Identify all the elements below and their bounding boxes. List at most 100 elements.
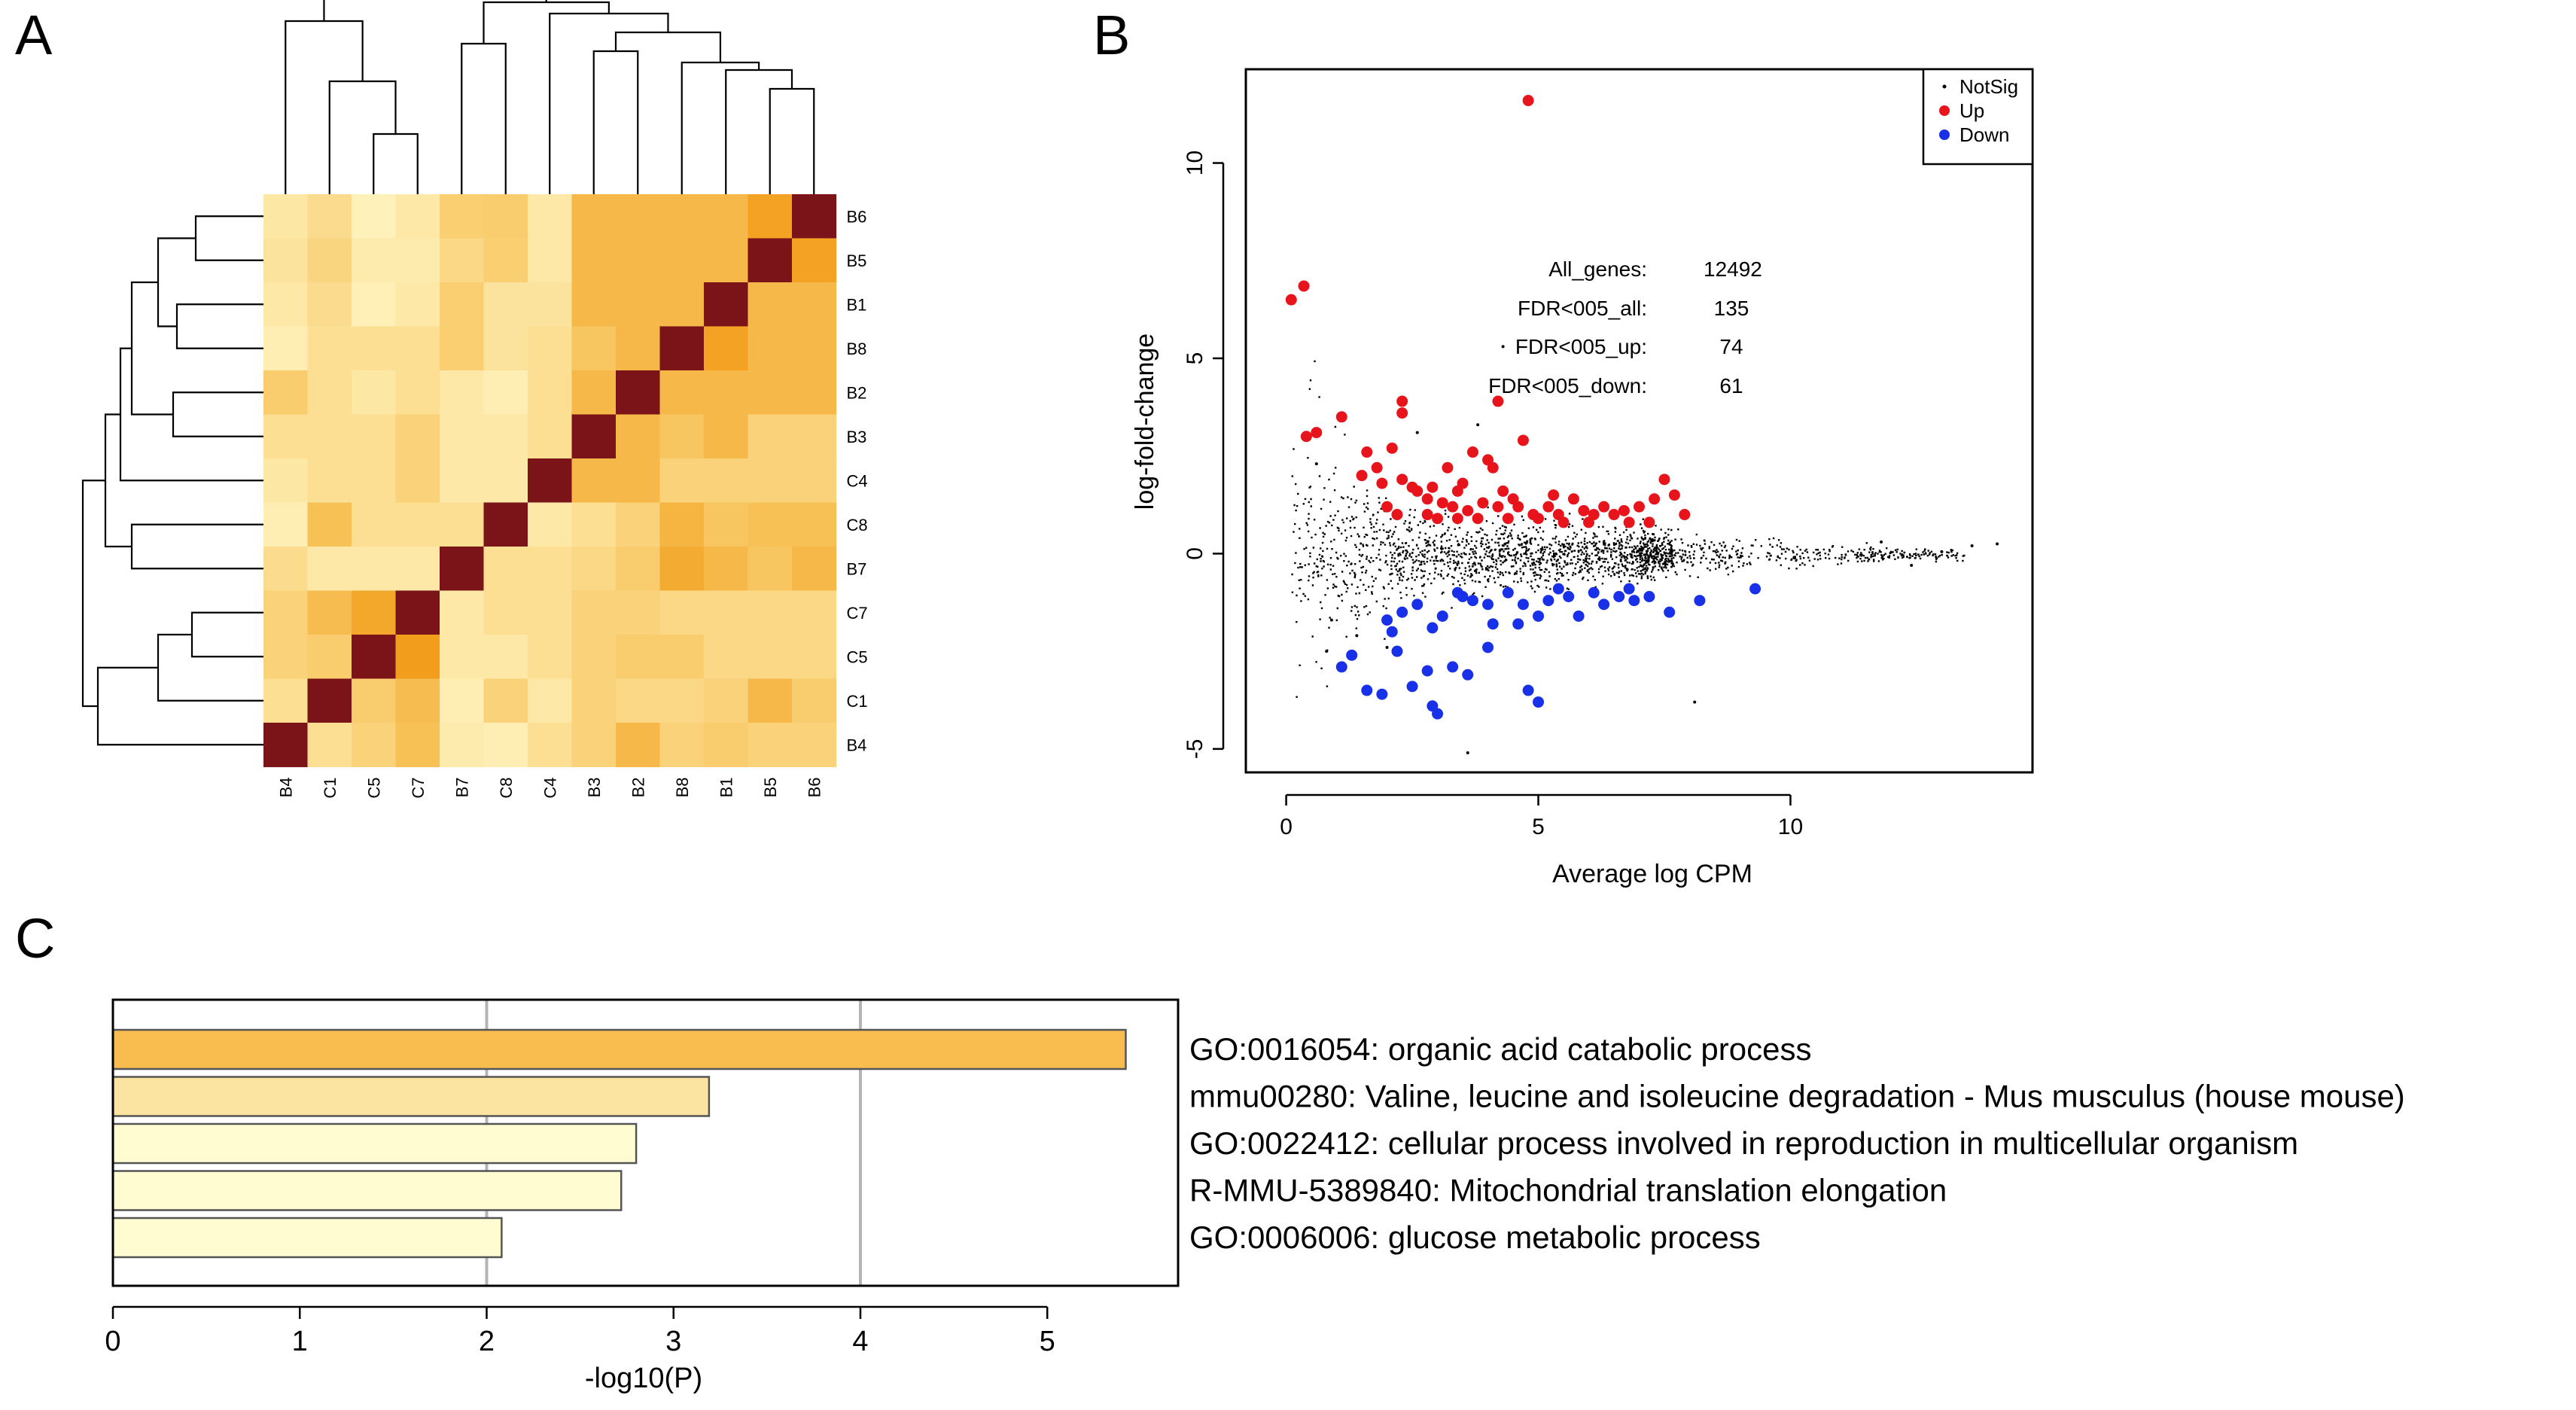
bar-x-tick-label: 1 bbox=[292, 1326, 308, 1357]
bar-chart-x-axis: 0 1 2 3 4 5 bbox=[105, 1305, 1055, 1357]
up-point bbox=[1618, 504, 1630, 516]
heatmap-cell bbox=[263, 723, 309, 768]
down-point bbox=[1447, 661, 1459, 673]
heatmap-cell bbox=[748, 458, 793, 504]
heatmap-cell bbox=[704, 547, 749, 592]
heatmap-cell bbox=[307, 326, 352, 371]
up-point bbox=[1298, 280, 1310, 292]
up-point bbox=[1411, 485, 1423, 497]
heatmap-cell bbox=[792, 194, 837, 239]
heatmap-cell bbox=[483, 590, 528, 635]
down-point bbox=[1411, 598, 1423, 611]
heatmap-cell bbox=[748, 370, 793, 416]
up-point bbox=[1376, 477, 1388, 489]
up-point bbox=[1522, 95, 1534, 107]
heatmap-cell bbox=[440, 326, 485, 371]
heatmap-cell bbox=[395, 635, 440, 680]
ma-y-tick-label: 5 bbox=[1183, 352, 1207, 365]
up-point bbox=[1608, 509, 1620, 521]
annotation-value: 74 bbox=[1719, 335, 1743, 358]
heatmap-cell bbox=[395, 502, 440, 547]
heatmap-cell bbox=[307, 502, 352, 547]
heatmap-column-label: C7 bbox=[409, 778, 428, 799]
heatmap-cell bbox=[616, 723, 661, 768]
down-point bbox=[1462, 668, 1474, 681]
heatmap-cell bbox=[352, 502, 397, 547]
ma-x-tick-label: 5 bbox=[1532, 815, 1545, 839]
ma-y-tick-label: 0 bbox=[1183, 547, 1207, 560]
heatmap-row-label: B1 bbox=[847, 295, 867, 314]
heatmap-row-label: B6 bbox=[847, 207, 867, 226]
bar-x-tick-label: 5 bbox=[1040, 1326, 1055, 1357]
down-point bbox=[1335, 661, 1347, 673]
heatmap-cell bbox=[352, 723, 397, 768]
heatmap-cell bbox=[440, 370, 485, 416]
legend-marker bbox=[1939, 105, 1950, 116]
down-point bbox=[1588, 586, 1600, 598]
down-point bbox=[1376, 688, 1388, 700]
up-point bbox=[1598, 501, 1610, 513]
dendrogram-branch bbox=[373, 132, 419, 194]
heatmap-cell bbox=[704, 723, 749, 768]
heatmap-cell bbox=[395, 458, 440, 504]
notsig-point bbox=[1940, 550, 1944, 553]
heatmap-cell bbox=[704, 502, 749, 547]
up-point bbox=[1421, 509, 1433, 521]
up-point bbox=[1427, 481, 1439, 493]
panel-b-ma-plot: 0 5 10 -5 0 5 10 All_genes: 12492 FDR<005_all: 13… bbox=[1131, 68, 2034, 888]
panel-letter-a: A bbox=[15, 4, 53, 66]
heatmap-cell bbox=[395, 723, 440, 768]
up-point bbox=[1583, 516, 1595, 528]
bar-x-tick-label: 4 bbox=[852, 1326, 868, 1357]
up-point bbox=[1502, 513, 1514, 525]
heatmap-cell bbox=[571, 678, 617, 723]
heatmap-cell bbox=[748, 678, 793, 723]
dendrogram-branch bbox=[130, 281, 173, 416]
heatmap-cell bbox=[440, 238, 485, 283]
heatmap-cell bbox=[528, 326, 573, 371]
down-point bbox=[1436, 610, 1448, 622]
heatmap-cell bbox=[792, 326, 837, 371]
heatmap-cell bbox=[748, 326, 793, 371]
heatmap-cell bbox=[483, 458, 528, 504]
heatmap-cell bbox=[571, 590, 617, 635]
panel-letter-c: C bbox=[15, 907, 55, 970]
heatmap-cell bbox=[571, 194, 617, 239]
heatmap-cell bbox=[748, 282, 793, 327]
up-point bbox=[1492, 395, 1504, 407]
heatmap-cell bbox=[263, 502, 309, 547]
enrichment-bar bbox=[111, 1076, 711, 1117]
annotation-label: FDR<005_up: bbox=[1515, 335, 1647, 358]
heatmap-cell bbox=[528, 414, 573, 459]
down-point bbox=[1517, 598, 1529, 611]
heatmap-cell bbox=[307, 590, 352, 635]
enrichment-term-label: GO:0006006: glucose metabolic process bbox=[1189, 1220, 1761, 1255]
legend-label: Up bbox=[1959, 99, 1984, 122]
heatmap-column-label: B4 bbox=[276, 778, 295, 798]
heatmap-row-label: B2 bbox=[847, 383, 867, 402]
ma-plot-axes: 0 5 10 -5 0 5 10 bbox=[1183, 151, 1803, 839]
dendrogram-branch bbox=[681, 61, 760, 194]
bar-chart-bars bbox=[111, 1028, 1127, 1259]
notsig-point bbox=[1996, 542, 1999, 546]
notsig-point bbox=[1880, 540, 1883, 544]
up-point bbox=[1567, 493, 1579, 505]
heatmap-cell bbox=[659, 194, 705, 239]
notsig-point bbox=[1314, 462, 1318, 466]
bar-x-tick-label: 3 bbox=[665, 1326, 681, 1357]
dendrogram-branch bbox=[81, 480, 105, 708]
heatmap-cell bbox=[792, 414, 837, 459]
heatmap-cell bbox=[704, 238, 749, 283]
up-point bbox=[1578, 504, 1590, 516]
heatmap-cell bbox=[483, 414, 528, 459]
dendrogram-branch bbox=[592, 50, 639, 194]
down-point bbox=[1628, 595, 1640, 607]
heatmap-column-label: B1 bbox=[717, 778, 735, 798]
up-point bbox=[1466, 446, 1478, 458]
heatmap-cell bbox=[659, 678, 705, 723]
up-point bbox=[1436, 497, 1448, 509]
heatmap-cell bbox=[616, 590, 661, 635]
heatmap-cell bbox=[395, 370, 440, 416]
heatmap-row-label: B5 bbox=[847, 251, 867, 270]
down-point bbox=[1563, 591, 1575, 602]
